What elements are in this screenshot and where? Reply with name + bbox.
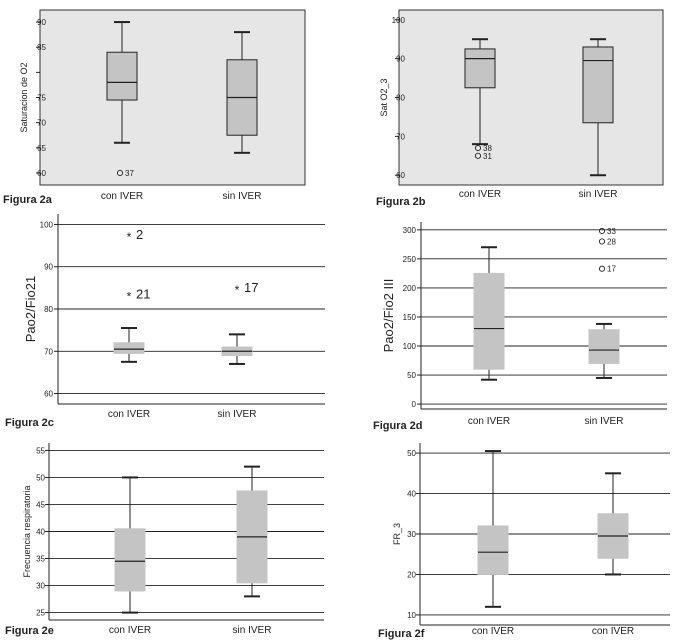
chart-2b-box-1-outlier-1-label: 38	[483, 144, 492, 153]
chart-2d-box-2-outlier-2-marker	[598, 238, 606, 245]
chart-2b-box-1-outlier-2-marker	[474, 152, 482, 159]
chart-2a-y-tick-label: 60	[37, 169, 46, 178]
chart-2e-y-tick-label: 50	[36, 473, 45, 482]
chart-2c-box-2-category-label: sin IVER	[218, 409, 257, 420]
chart-2c-box-2-outlier-1-marker: *	[235, 283, 240, 297]
chart-2c-y-tick-label: 90	[44, 263, 53, 272]
chart-2f-box-1-category-label: con IVER	[472, 626, 514, 637]
chart-2a-figure-label: Figura 2a	[3, 194, 53, 206]
chart-2a-y-tick-label: 85	[37, 43, 46, 52]
chart-2e-box-1-iqr	[114, 528, 146, 592]
chart-2b-box-2-iqr	[582, 46, 614, 124]
chart-2d-box-2-outlier-1-label: 33	[607, 227, 616, 236]
chart-2b-y-tick-label: 80	[396, 94, 405, 103]
chart-2d-y-tick-label: 300	[403, 226, 417, 235]
chart-2d-figure-label: Figura 2d	[373, 420, 423, 432]
chart-2b-y-tick-label: 100	[392, 16, 406, 25]
chart-2c-figure-label: Figura 2c	[5, 417, 54, 429]
chart-2d-y-tick-label: 0	[412, 400, 417, 409]
chart-2e-y-tick-label: 35	[36, 555, 45, 564]
chart-2e-y-axis-label: Frecuencia respiratoria	[22, 485, 32, 577]
chart-2a-box-1-outlier-1-label: 37	[125, 169, 134, 178]
chart-2a-y-tick-label: 75	[37, 94, 46, 103]
chart-2c-box-1-iqr	[113, 342, 145, 354]
chart-2a-y-tick-label: 65	[37, 144, 46, 153]
chart-2d-box-1-iqr	[473, 272, 505, 370]
chart-2c-box-1-outlier-2-marker: *	[127, 289, 132, 303]
chart-2c-box-1-outlier-1-marker: *	[127, 230, 132, 244]
chart-2e-box-2-category-label: sin IVER	[233, 625, 272, 636]
chart-2f-figure-label: Figura 2f	[378, 628, 425, 640]
chart-2f-y-axis-label: FR_3	[392, 523, 402, 545]
chart-2e-y-tick-label: 25	[36, 609, 45, 618]
chart-2d-y-tick-label: 150	[403, 313, 417, 322]
chart-2c-box-1-outlier-2-label: 21	[136, 286, 150, 301]
chart-2a-box-2-category-label: sin IVER	[223, 191, 262, 202]
chart-2e-y-tick-label: 55	[36, 446, 45, 455]
chart-2b-box-1-outlier-1-marker	[474, 144, 482, 152]
chart-2a-box-1-iqr	[106, 51, 138, 101]
chart-2b-box-2-category-label: sin IVER	[579, 189, 618, 200]
chart-2d-box-2-outlier-3-label: 17	[607, 265, 616, 274]
chart-2d-y-tick-label: 50	[407, 371, 416, 380]
chart-2d-box-2-outlier-2-label: 28	[607, 237, 616, 246]
chart-2b-box-1-outlier-2-label: 31	[483, 152, 492, 161]
chart-2f-box-2-category-label: con IVER	[592, 626, 634, 637]
chart-2c-box-2-outlier-1-label: 17	[244, 280, 258, 295]
chart-2c-box-1-outlier-1-label: 2	[136, 227, 143, 242]
chart-2a-y-tick-label: 90	[37, 18, 46, 27]
chart-2d-y-axis-label: Pao2/Fio2 III	[381, 279, 396, 353]
chart-2b-box-1-category-label: con IVER	[459, 189, 501, 200]
chart-2a-box-1-category-label: con IVER	[101, 191, 143, 202]
chart-2d-box-1-category-label: con IVER	[468, 416, 510, 427]
chart-2f-y-tick-label: 40	[407, 490, 416, 499]
chart-2d-plot-area	[421, 222, 667, 409]
chart-2e-figure-label: Figura 2e	[5, 625, 54, 637]
chart-2e-box-1-category-label: con IVER	[109, 625, 151, 636]
chart-2a-plot-area	[39, 9, 306, 186]
chart-2e-y-tick-label: 40	[36, 528, 45, 537]
chart-2d-y-tick-label: 100	[403, 342, 417, 351]
chart-2e-y-tick-label: 45	[36, 500, 45, 509]
chart-2a-box-1-outlier-1-marker	[116, 169, 124, 176]
chart-2f-y-tick-label: 20	[407, 570, 416, 579]
chart-2d-y-tick-label: 200	[403, 284, 417, 293]
chart-2c-y-tick-label: 80	[44, 305, 53, 314]
chart-2b-y-axis-label: Sat O2_3	[379, 78, 389, 116]
chart-2e-y-tick-label: 30	[36, 582, 45, 591]
chart-2b-plot-area	[398, 9, 664, 186]
chart-2b-y-tick-label: 70	[396, 132, 405, 141]
chart-2c-y-axis-label: Pao2/Fio21	[23, 276, 38, 343]
chart-2f-box-1-iqr	[477, 525, 509, 575]
chart-2f-y-tick-label: 10	[407, 611, 416, 620]
chart-2c-y-tick-label: 60	[44, 390, 53, 399]
chart-2b-y-tick-label: 90	[396, 55, 405, 64]
chart-2d-box-2-iqr	[588, 329, 620, 364]
chart-2c-box-1-category-label: con IVER	[108, 409, 150, 420]
chart-2d-box-2-outlier-3-marker	[598, 265, 606, 272]
chart-2b-y-tick-label: 60	[396, 171, 405, 180]
chart-2d-box-2-category-label: sin IVER	[585, 416, 624, 427]
chart-2a-y-tick-label: 70	[37, 119, 46, 128]
chart-2c-y-tick-label: 70	[44, 347, 53, 356]
chart-2f-y-tick-label: 30	[407, 530, 416, 539]
chart-2f-y-tick-label: 50	[407, 449, 416, 458]
chart-2b-box-1-iqr	[464, 48, 496, 89]
chart-2d-y-tick-label: 250	[403, 255, 417, 264]
chart-2b-figure-label: Figura 2b	[376, 196, 426, 208]
chart-2a-y-axis-label: Saturacion de O2	[19, 62, 29, 132]
chart-2c-y-tick-label: 100	[40, 220, 54, 229]
chart-2d-box-2-outlier-1-marker	[598, 227, 606, 235]
